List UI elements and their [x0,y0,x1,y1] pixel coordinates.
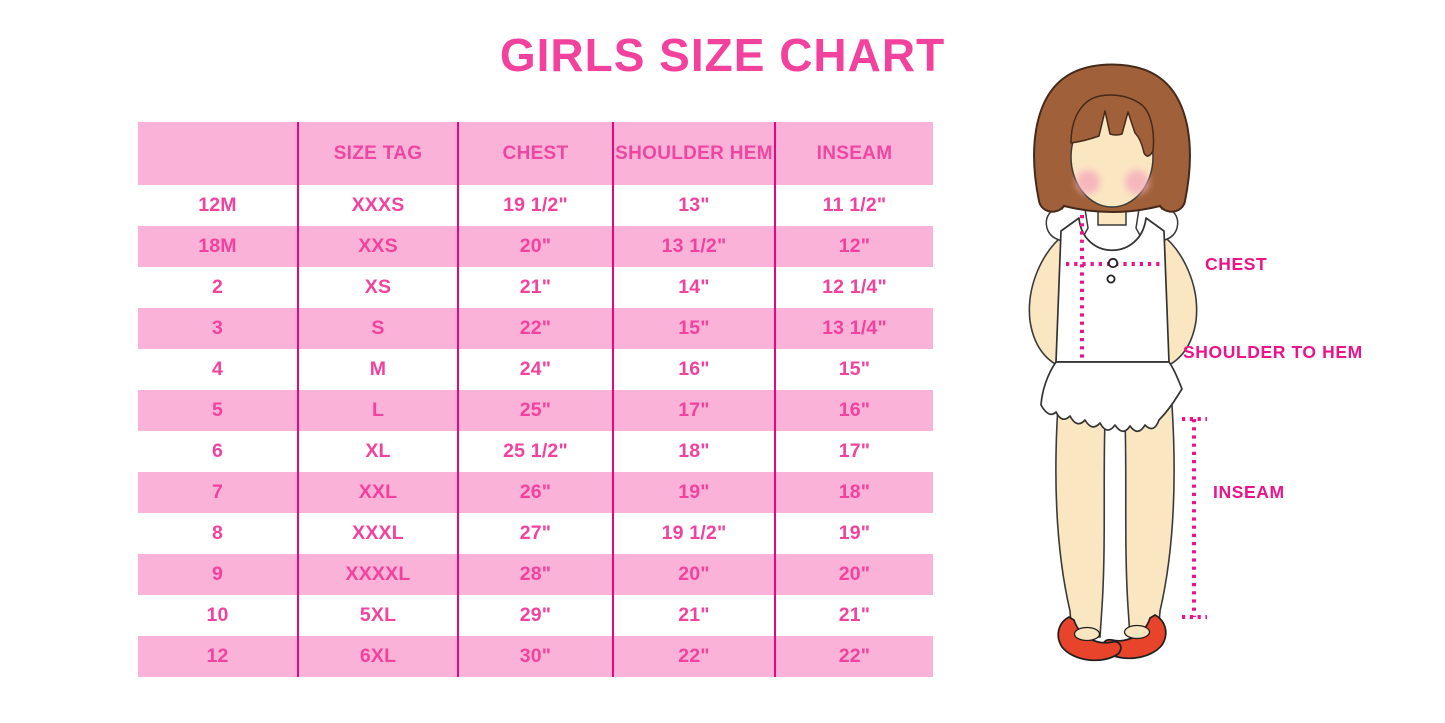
column-header-chest: CHEST [458,122,614,185]
table-row: 8 XXXL 27" 19 1/2" 19" [138,513,933,554]
table-cell: 12 1/4" [822,276,887,298]
table-cell: XL [298,431,459,472]
table-cell: 3 [138,308,299,349]
right-blush [1125,170,1149,194]
left-blush [1076,170,1100,194]
table-cell: 29" [458,595,614,636]
table-cell: 26" [458,472,614,513]
table-row: 10 5XL 29" 21" 21" [138,595,933,636]
table-cell: 19" [613,472,776,513]
table-cell: XXS [298,226,459,267]
table-cell: 21" [458,267,614,308]
table-cell: 9 [138,554,299,595]
table-cell: 7 [138,472,299,513]
table-cell: 10 [138,595,299,636]
table-cell: 12" [775,226,933,267]
table-cell: XXXS [298,185,459,226]
table-cell: 28" [458,554,614,595]
table-cell: 30" [458,636,614,677]
table-cell: 25" [458,390,614,431]
table-row: 7 XXL 26" 19" 18" [138,472,933,513]
table-cell: 18" [613,431,776,472]
table-cell: 6 [138,431,299,472]
skirt [1040,361,1183,433]
girl-illustration: CHEST SHOULDER TO HEM INSEAM [1028,63,1363,662]
column-header-size-tag: SIZE TAG [298,122,459,185]
table-cell: 12M [138,185,299,226]
table-body: 12M XXXS 19 1/2" 13" 11 1/2" 18M XXS 20" 13 1/2"… [138,185,933,677]
table-cell: 18" [775,472,933,513]
inseam-label: INSEAM [1213,482,1285,502]
table-cell: 20" [613,554,776,595]
left-leg [1055,403,1106,638]
column-header-blank [138,122,299,185]
bodice [1055,217,1170,363]
table-cell: S [298,308,459,349]
table-cell: 22" [775,636,933,677]
table-cell: 20" [775,554,933,595]
chest-label: CHEST [1205,254,1267,274]
table-cell: 21" [838,604,871,626]
top-button [1107,257,1119,269]
table-row: 4 M 24" 16" 15" [138,349,933,390]
left-shoe [1057,616,1122,662]
table-cell: 2 [138,267,299,308]
table-cell: 22" [613,636,776,677]
table-row: 12M XXXS 19 1/2" 13" 11 1/2" [138,185,933,226]
table-cell: 19" [838,522,871,544]
table-cell: 21" [613,595,776,636]
table-cell: 19 1/2" [613,513,776,554]
size-table: SIZE TAG CHEST SHOULDER HEM INSEAM 12M XXXS 1… [138,122,933,677]
table-cell: 25 1/2" [458,431,614,472]
table-cell: 18M [138,226,299,267]
table-cell: 5 [138,390,299,431]
shoulder-to-hem-label: SHOULDER TO HEM [1183,342,1363,362]
table-cell: 4 [138,349,299,390]
table-header-row: SIZE TAG CHEST SHOULDER HEM INSEAM [138,122,933,185]
table-cell: XS [298,267,459,308]
column-header-inseam: INSEAM [775,122,933,185]
table-cell: 20" [458,226,614,267]
right-leg [1124,403,1175,638]
table-row: 6 XL 25 1/2" 18" 17" [138,431,933,472]
table-cell: 5XL [298,595,459,636]
page-title: GIRLS SIZE CHART [499,29,946,81]
table-cell: 12 [138,636,299,677]
table-cell: 13 1/4" [775,308,933,349]
table-cell: 14" [613,267,776,308]
table-cell: L [298,390,459,431]
measurement-figure: CHEST SHOULDER TO HEM INSEAM [1000,55,1445,695]
table-cell: 16" [775,390,933,431]
table-cell: 6XL [298,636,459,677]
table-row: 18M XXS 20" 13 1/2" 12" [138,226,933,267]
table-cell: 17" [613,390,776,431]
table-cell: 19 1/2" [458,185,614,226]
table-row: 12 6XL 30" 22" 22" [138,636,933,677]
column-header-shoulder-hem: SHOULDER HEM [613,122,776,185]
table-row: 5 L 25" 17" 16" [138,390,933,431]
table-cell: XXXXL [298,554,459,595]
table-cell: 15" [613,308,776,349]
table-cell: 8 [138,513,299,554]
table-row: 9 XXXXL 28" 20" 20" [138,554,933,595]
table-cell: 13 1/2" [613,226,776,267]
table-cell: XXXL [298,513,459,554]
table-cell: 16" [613,349,776,390]
table-cell: 13" [613,185,776,226]
table-cell: 11 1/2" [822,194,887,216]
bottom-button [1106,274,1116,284]
table-row: 3 S 22" 15" 13 1/4" [138,308,933,349]
table-cell: 27" [458,513,614,554]
table-cell: 24" [458,349,614,390]
table-cell: 17" [838,440,871,462]
table-cell: 22" [458,308,614,349]
table-cell: M [298,349,459,390]
bangs [1070,94,1155,157]
table-row: 2 XS 21" 14" 12 1/4" [138,267,933,308]
table-cell: XXL [298,472,459,513]
table-cell: 15" [838,358,871,380]
